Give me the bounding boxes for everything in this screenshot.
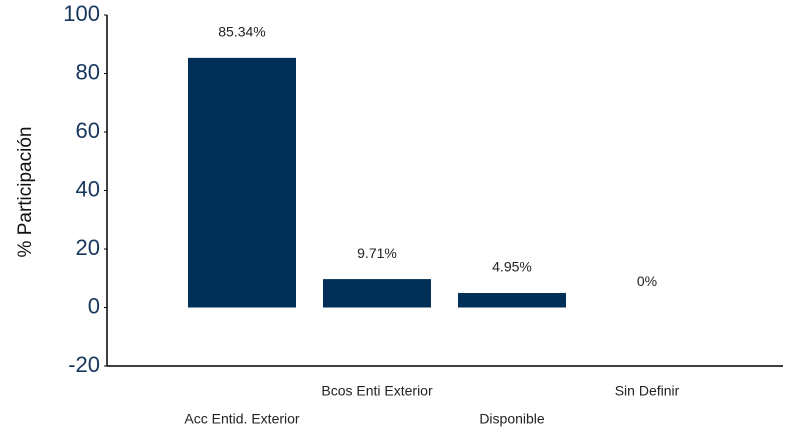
- y-tick-label: 60: [76, 118, 100, 143]
- value-label: 0%: [637, 273, 657, 289]
- value-label: 4.95%: [492, 259, 532, 275]
- y-tick-label: 0: [88, 293, 100, 318]
- y-tick-label: 40: [76, 176, 100, 201]
- bar: [323, 279, 431, 308]
- value-label: 9.71%: [357, 245, 397, 261]
- x-tick-label: Acc Entid. Exterior: [184, 411, 299, 427]
- x-tick-label: Sin Definir: [615, 383, 680, 399]
- value-label: 85.34%: [218, 24, 265, 40]
- y-tick-label: 80: [76, 59, 100, 84]
- bar: [188, 57, 296, 308]
- y-tick-label: 20: [76, 235, 100, 260]
- x-tick-label: Bcos Enti Exterior: [321, 383, 433, 399]
- y-tick-label: -20: [68, 352, 100, 377]
- y-tick-label: 100: [63, 1, 100, 26]
- y-axis-label: % Participación: [15, 127, 36, 258]
- x-tick-label: Disponible: [479, 411, 545, 427]
- bar: [458, 293, 566, 308]
